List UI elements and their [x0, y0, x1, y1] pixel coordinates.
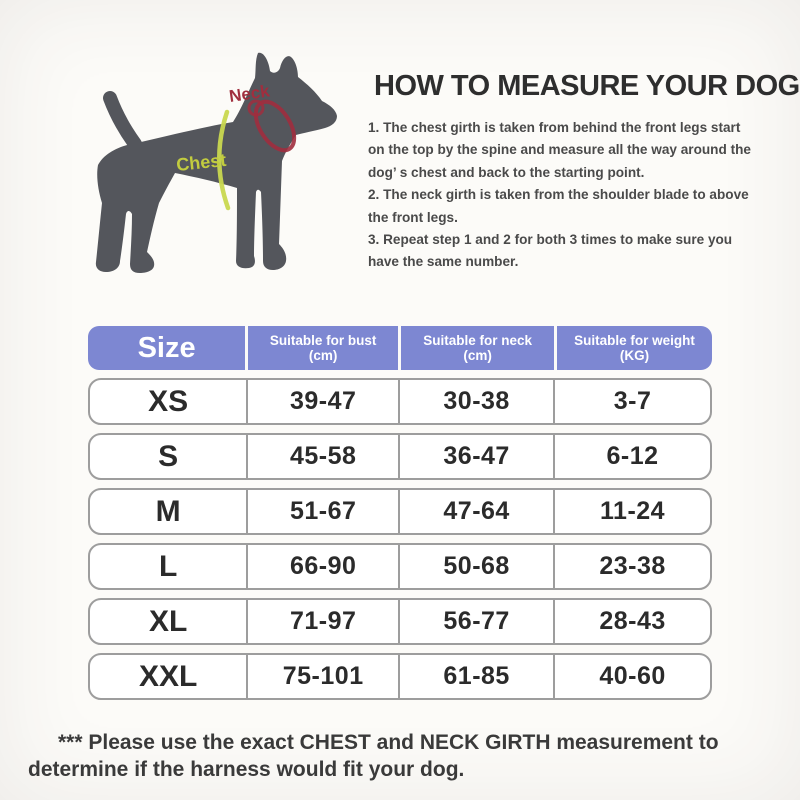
dog-measurement-diagram: Neck Chest	[85, 40, 385, 300]
measuring-instructions: 1. The chest girth is taken from behind …	[368, 117, 788, 274]
neck-value: 47-64	[398, 490, 553, 533]
size-value: XS	[148, 384, 189, 418]
bust-value: 75-101	[246, 655, 398, 698]
column-header-unit: (cm)	[308, 348, 338, 363]
page-title: HOW TO MEASURE YOUR DOG	[374, 70, 800, 102]
neck-value: 36-47	[398, 435, 553, 478]
bust-value: 71-97	[246, 600, 398, 643]
column-header-label: Suitable for weight	[574, 332, 695, 348]
neck-value: 30-38	[398, 380, 553, 423]
table-row-xs: XS 39-47 30-38 3-7	[88, 378, 712, 425]
table-row-s: S 45-58 36-47 6-12	[88, 433, 712, 480]
instruction-line: dog’ s chest and back to the starting po…	[368, 164, 645, 180]
weight-value: 28-43	[553, 600, 710, 643]
neck-value: 56-77	[398, 600, 553, 643]
bust-value: 66-90	[246, 545, 398, 588]
table-row-l: L 66-90 50-68 23-38	[88, 543, 712, 590]
column-header-unit: (KG)	[619, 348, 650, 363]
column-header-bust: Suitable for bust (cm)	[245, 326, 398, 370]
size-value: S	[158, 439, 179, 473]
column-header-unit: (cm)	[463, 348, 492, 363]
column-header-neck: Suitable for neck (cm)	[398, 326, 554, 370]
table-row-xxl: XXL 75-101 61-85 40-60	[88, 653, 712, 700]
table-row-xl: XL 71-97 56-77 28-43	[88, 598, 712, 645]
neck-value: 50-68	[398, 545, 553, 588]
dog-tail	[103, 91, 142, 151]
dog-diagram-svg: Neck Chest	[95, 52, 338, 273]
weight-value: 6-12	[553, 435, 710, 478]
size-value: XL	[148, 604, 188, 638]
measurement-footnote: *** Please use the exact CHEST and NECK …	[28, 729, 788, 783]
weight-value: 40-60	[553, 655, 710, 698]
instruction-line: the front legs.	[368, 209, 458, 225]
weight-value: 23-38	[553, 545, 710, 588]
table-row-m: M 51-67 47-64 11-24	[88, 488, 712, 535]
neck-value: 61-85	[398, 655, 553, 698]
bust-value: 51-67	[246, 490, 398, 533]
column-header-size: Size	[137, 331, 196, 364]
column-header-label: Suitable for bust	[269, 332, 377, 348]
size-value: M	[155, 494, 181, 528]
column-header-label: Suitable for neck	[423, 332, 532, 348]
weight-value: 11-24	[553, 490, 710, 533]
size-table: Size Suitable for bust (cm) Suitable for…	[88, 326, 712, 700]
size-value: L	[158, 549, 178, 583]
bust-value: 39-47	[246, 380, 398, 423]
instruction-line: have the same number.	[368, 254, 519, 270]
footnote-line: *** Please use the exact CHEST and NECK …	[58, 731, 719, 754]
bust-value: 45-58	[246, 435, 398, 478]
size-value: XXL	[138, 659, 198, 693]
instruction-line: 2. The neck girth is taken from the shou…	[368, 187, 749, 203]
neck-ring-icon	[247, 99, 265, 117]
footnote-line: determine if the harness would fit your …	[28, 758, 465, 781]
column-header-weight: Suitable for weight (KG)	[554, 326, 712, 370]
table-header-row: Size Suitable for bust (cm) Suitable for…	[88, 326, 712, 370]
weight-value: 3-7	[553, 380, 710, 423]
chest-girth-band	[217, 109, 231, 211]
instruction-line: 3. Repeat step 1 and 2 for both 3 times …	[368, 232, 733, 248]
instruction-line: 1. The chest girth is taken from behind …	[368, 120, 741, 135]
instruction-line: on the top by the spine and measure all …	[368, 142, 751, 158]
